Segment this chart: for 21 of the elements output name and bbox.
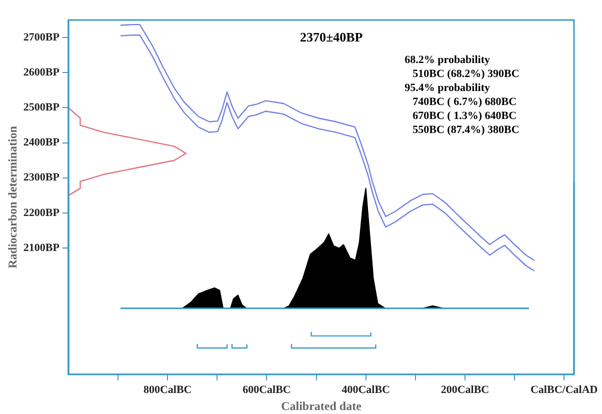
y-tick-label: 2200BP [23,206,60,219]
x-tick-label: 200CalBC [440,384,490,396]
y-tick-label: 2400BP [23,136,60,149]
x-tick-label: 800CalBC [143,384,192,396]
y-tick-label: 2300BP [23,172,60,184]
annotation: 510BC (68.2%) 390BC [412,68,520,80]
x-tick-label: CalBC/CalAD [530,384,598,396]
x-axis-title: Calibrated date [281,398,362,413]
y-tick-label: 2100BP [23,242,60,254]
x-tick-label: 400CalBC [342,384,390,396]
text: 2370±40BP [300,29,363,44]
annotation: 68.2% probability [404,54,491,66]
annotation: 740BC ( 6.7%) 680BC [412,96,517,108]
y-axis-title: Radiocarbon determination [5,126,20,268]
annotation: 95.4% probability [404,82,491,94]
annotation: 550BC (87.4%) 380BC [412,124,520,136]
y-tick-label: 2600BP [23,66,60,78]
y-tick-label: 2500BP [23,102,60,114]
y-tick-label: 2700BP [23,31,60,44]
annotation: 670BC ( 1.3%) 640BC [412,110,517,122]
x-tick-label: 600CalBC [242,384,291,396]
